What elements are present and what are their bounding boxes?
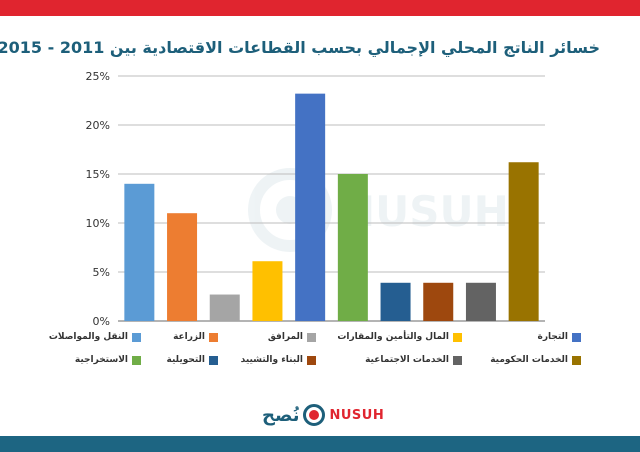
brand-latin-name: NUSUH [329,407,385,423]
bar [508,162,539,321]
y-tick-label: 15% [86,168,110,181]
y-tick-label: 0% [93,315,110,328]
top-color-bar [0,0,640,16]
y-tick-label: 10% [86,217,110,230]
y-tick-label: 20% [86,119,110,132]
bar [465,282,496,321]
y-tick-label: 25% [86,70,110,83]
bar [124,183,155,321]
brand-logo: نُصح NUSUH [262,404,384,426]
bar [337,174,368,321]
bar [423,282,454,321]
bottom-color-bar [0,436,640,452]
bar [295,93,326,321]
brand-arabic-name: نُصح [262,404,300,426]
brand-ring-icon [303,404,326,426]
bar [167,213,198,321]
bar [252,261,283,321]
nusuh-watermark: NUSUH [248,168,509,252]
watermark-text: NUSUH [340,187,509,236]
y-tick-label: 5% [93,266,110,279]
bar [380,282,411,321]
bar [209,294,240,321]
chart-title: خسائر الناتج المحلي الإجمالي بحسب القطاع… [0,38,600,57]
